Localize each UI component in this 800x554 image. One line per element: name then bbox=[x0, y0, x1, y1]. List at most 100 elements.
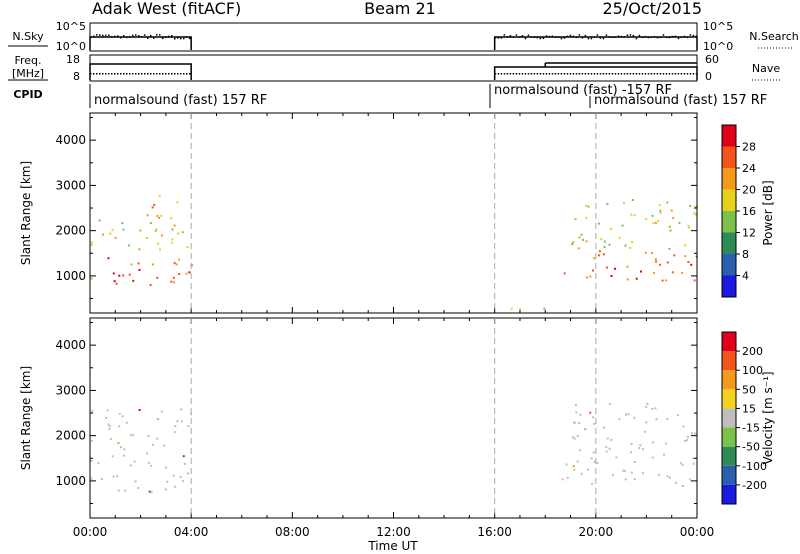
x-tick-label: 12:00 bbox=[376, 525, 411, 539]
velocity-echo bbox=[623, 469, 626, 472]
velocity-echo bbox=[572, 465, 575, 468]
nave-dot bbox=[90, 73, 92, 75]
power-echo bbox=[666, 201, 669, 204]
velocity-echo bbox=[572, 436, 575, 439]
velocity-echo bbox=[611, 474, 614, 477]
nsearch-dot bbox=[557, 36, 560, 38]
velocity-echo bbox=[150, 491, 153, 494]
power-echo bbox=[543, 307, 546, 310]
nsearch-dot bbox=[189, 37, 191, 40]
power-echo bbox=[160, 214, 163, 217]
velocity-echo bbox=[105, 417, 108, 420]
nave-dot bbox=[102, 73, 104, 75]
velocity-echo bbox=[112, 475, 115, 478]
nsearch-dot bbox=[695, 35, 698, 37]
velocity-echo bbox=[692, 457, 695, 460]
power-echo bbox=[658, 204, 661, 207]
nsearch-dot bbox=[512, 36, 515, 38]
power-echo bbox=[130, 263, 133, 266]
power-echo bbox=[684, 255, 687, 258]
nsearch-dot bbox=[168, 35, 170, 38]
colorbar-swatch bbox=[722, 427, 736, 447]
nsearch-dot bbox=[692, 34, 695, 37]
power-echo bbox=[587, 205, 590, 208]
colorbar-swatch bbox=[722, 232, 736, 254]
power-echo bbox=[661, 279, 664, 282]
nave-dot bbox=[650, 73, 653, 75]
nave-dot bbox=[590, 73, 593, 75]
nsearch-tick-top: 10^5 bbox=[703, 20, 733, 33]
power-echo bbox=[694, 213, 697, 216]
power-echo bbox=[115, 282, 118, 285]
power-echo bbox=[669, 229, 672, 232]
nave-dot bbox=[662, 73, 665, 75]
velocity-echo bbox=[106, 409, 109, 412]
nave-dot bbox=[521, 73, 524, 75]
nsearch-dot bbox=[563, 37, 566, 39]
power-colorbar-label: Power [dB] bbox=[761, 180, 775, 245]
power-echo bbox=[156, 214, 159, 217]
nave-dot bbox=[581, 73, 584, 75]
freq-trace bbox=[89, 62, 698, 80]
nave-tick-top: 60 bbox=[705, 53, 719, 66]
velocity-echo bbox=[133, 460, 136, 463]
power-echo bbox=[109, 232, 112, 235]
velocity-echo bbox=[576, 460, 579, 463]
colorbar-tick-label: -200 bbox=[742, 479, 767, 492]
colorbar-tick-label: 20 bbox=[742, 184, 756, 197]
velocity-echo bbox=[608, 447, 611, 450]
power-echo bbox=[666, 261, 669, 264]
nsearch-dot bbox=[539, 37, 542, 40]
nave-label: Nave bbox=[752, 62, 780, 75]
power-echo bbox=[146, 237, 149, 240]
velocity-echo bbox=[679, 462, 682, 465]
power-echo bbox=[563, 272, 566, 275]
power-echo bbox=[137, 262, 140, 265]
velocity-echo bbox=[655, 418, 658, 421]
power-echo bbox=[90, 241, 93, 244]
velocity-echo bbox=[593, 422, 596, 425]
velocity-echo bbox=[689, 478, 692, 481]
nave-dot bbox=[614, 73, 617, 75]
velocity-echo bbox=[182, 480, 185, 483]
power-echo bbox=[629, 246, 632, 249]
freq-unit: [MHz] bbox=[12, 67, 44, 80]
power-echo bbox=[694, 205, 697, 208]
power-echo bbox=[689, 205, 692, 208]
velocity-echo bbox=[682, 425, 685, 428]
power-echo bbox=[631, 240, 634, 243]
velocity-colorbar: 200 100 50 15 -15 -50 -100 -200 bbox=[721, 331, 767, 505]
station-title: Adak West (fitACF) bbox=[92, 0, 241, 18]
power-echo bbox=[185, 272, 188, 275]
nsearch-dot bbox=[165, 36, 167, 39]
velocity-echo bbox=[179, 476, 182, 479]
velocity-echo bbox=[166, 480, 169, 483]
nave-dot bbox=[162, 73, 164, 75]
nave-dot bbox=[114, 73, 116, 75]
colorbar-tick-label: 28 bbox=[742, 141, 756, 154]
nsearch-dot bbox=[117, 35, 119, 37]
nave-dot bbox=[572, 73, 575, 75]
nsearch-dot bbox=[641, 36, 644, 39]
power-echo bbox=[176, 201, 179, 204]
velocity-echo bbox=[605, 445, 608, 448]
power-echo bbox=[635, 277, 638, 280]
x-tick-label: 20:00 bbox=[579, 525, 614, 539]
cpid-row: CPID normalsound (fast) 157 RF normalsou… bbox=[13, 83, 767, 108]
nave-dot bbox=[587, 73, 590, 75]
power-echo bbox=[153, 203, 156, 206]
power-echo bbox=[128, 273, 131, 276]
power-echo bbox=[606, 202, 609, 205]
velocity-echo bbox=[573, 437, 576, 440]
velocity-echoes bbox=[90, 402, 697, 494]
nsearch-dot bbox=[653, 35, 656, 38]
power-echo bbox=[585, 240, 588, 243]
nave-dot bbox=[132, 73, 134, 75]
colorbar-tick-label: 4 bbox=[742, 270, 749, 283]
nave-dot bbox=[518, 73, 521, 75]
velocity-echo bbox=[129, 434, 132, 437]
y-tick-label: 4000 bbox=[55, 133, 86, 147]
power-echo bbox=[102, 233, 105, 236]
nsky-line bbox=[493, 36, 698, 50]
velocity-echo bbox=[615, 456, 618, 459]
